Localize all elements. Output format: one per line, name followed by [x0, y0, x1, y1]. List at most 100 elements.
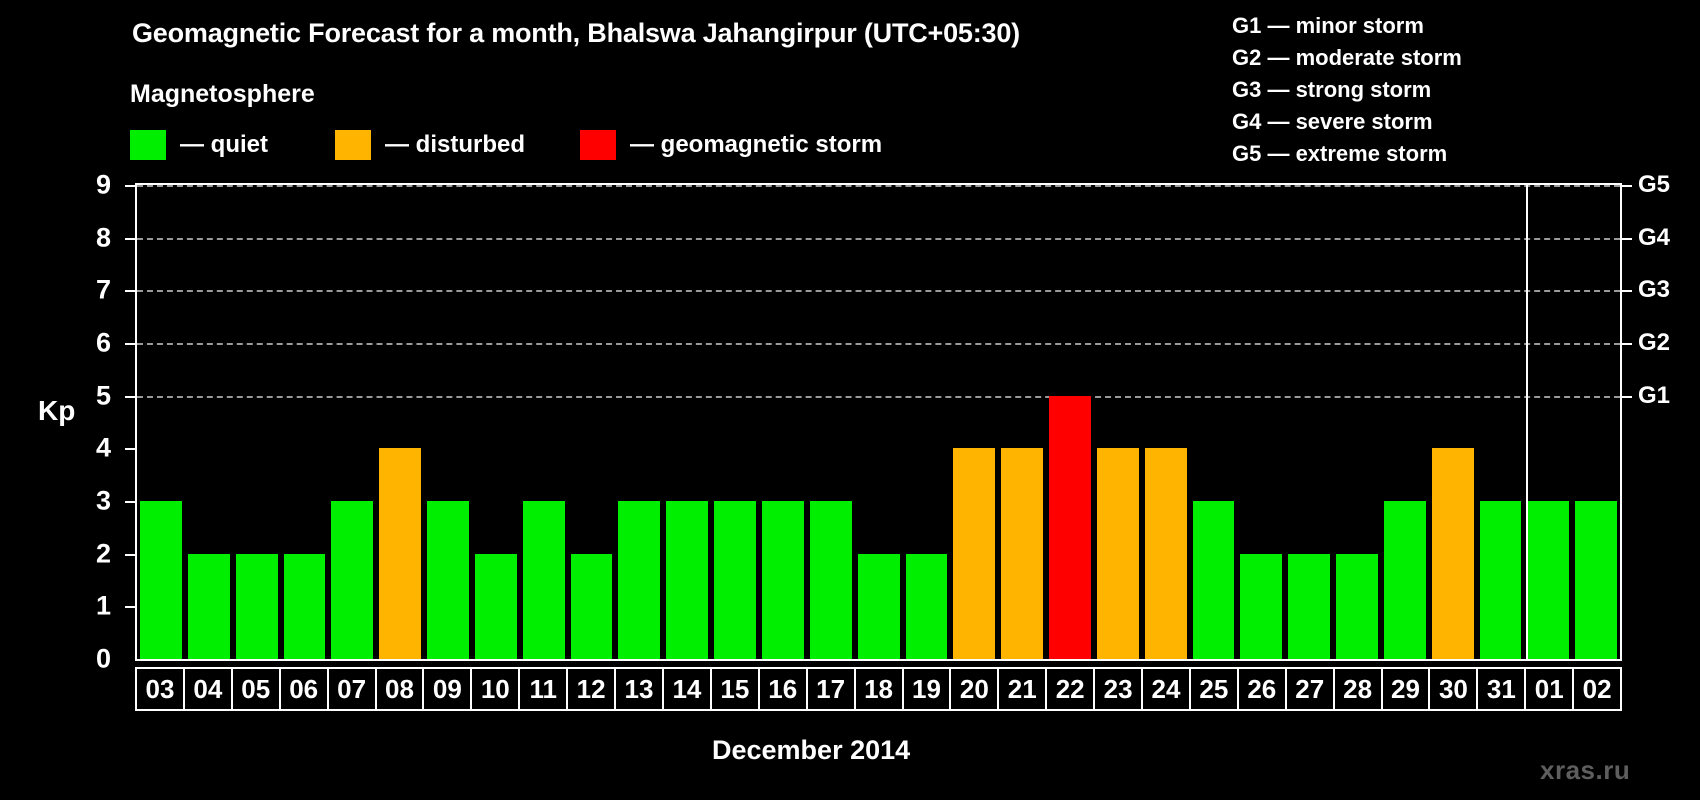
y-tick-label-5: 5 [95, 380, 111, 411]
bar-day-23 [1096, 448, 1139, 659]
y-tick-label-3: 3 [95, 485, 111, 516]
day-label-29: 29 [1383, 669, 1431, 709]
day-label-11: 11 [520, 669, 569, 709]
gridline-kp-9 [137, 185, 1620, 187]
day-label-30: 30 [1430, 669, 1479, 709]
bar-slot [1429, 185, 1477, 659]
bar-day-09 [427, 501, 469, 659]
y-tick-mark-1 [125, 606, 135, 609]
bar-day-19 [905, 553, 948, 659]
bar-slot [185, 185, 233, 659]
bar-slot [568, 185, 616, 659]
day-label-15: 15 [712, 669, 760, 709]
day-label-16: 16 [760, 669, 808, 709]
day-label-31: 31 [1478, 669, 1527, 709]
legend-swatch-disturbed-icon [335, 130, 371, 160]
legend-label-disturbed: — disturbed [385, 131, 526, 158]
bar-day-14 [666, 501, 709, 659]
y-tick-label-1: 1 [95, 590, 111, 621]
bar-day-21 [1001, 448, 1044, 659]
day-label-06: 06 [281, 669, 329, 709]
bar-slot [615, 185, 663, 659]
g-tick-label-g2: G2 [1638, 329, 1671, 356]
day-label-04: 04 [185, 669, 233, 709]
bar-slot [1237, 185, 1285, 659]
y-tick-label-0: 0 [95, 643, 111, 674]
storm-scale-row-g3: G3 — strong storm [1232, 77, 1432, 102]
g-tick-label-g5: G5 [1638, 171, 1671, 198]
y-tick-label-9: 9 [95, 169, 111, 200]
g-tick-mark-g2 [1622, 343, 1632, 345]
bar-day-06 [283, 553, 326, 659]
y-tick-label-8: 8 [95, 222, 111, 253]
y-tick-label-7: 7 [95, 274, 111, 305]
bar-day-08 [379, 448, 422, 659]
day-label-12: 12 [568, 669, 617, 709]
day-label-09: 09 [424, 669, 473, 709]
bar-day-07 [331, 501, 374, 659]
y-tick-mark-7 [125, 290, 135, 293]
y-tick-mark-8 [125, 237, 135, 240]
bar-day-12 [570, 553, 613, 659]
bar-slot [1333, 185, 1381, 659]
gridline-kp-5 [137, 395, 1620, 398]
bar-day-28 [1336, 553, 1378, 659]
bar-day-01 [1527, 501, 1570, 659]
storm-scale-row-g4: G4 — severe storm [1232, 109, 1433, 134]
day-label-17: 17 [808, 669, 856, 709]
bar-day-15 [714, 501, 756, 659]
bar-day-22 [1049, 395, 1091, 659]
bar-day-31 [1479, 501, 1522, 659]
day-label-18: 18 [856, 669, 904, 709]
y-tick-mark-2 [125, 553, 135, 556]
day-label-01: 01 [1526, 669, 1575, 709]
legend-swatch-storm-icon [580, 130, 616, 160]
bar-day-27 [1288, 553, 1331, 659]
day-label-07: 07 [329, 669, 377, 709]
day-label-08: 08 [377, 669, 425, 709]
bar-slot [1094, 185, 1142, 659]
bar-day-13 [618, 501, 661, 659]
day-label-02: 02 [1582, 673, 1612, 704]
bar-slot [1190, 185, 1238, 659]
day-label-24: 24 [1143, 669, 1191, 709]
day-label-26: 26 [1239, 669, 1287, 709]
day-label-03: 03 [137, 669, 185, 709]
y-tick-mark-9 [125, 185, 135, 187]
gridline-kp-6 [137, 343, 1620, 345]
page-title: Geomagnetic Forecast for a month, Bhalsw… [132, 18, 1020, 48]
bar-slot [1524, 185, 1572, 659]
storm-scale-row-g2: G2 — moderate storm [1232, 45, 1462, 70]
y-tick-label-4: 4 [95, 432, 111, 463]
g-tick-label-g3: G3 [1638, 276, 1671, 304]
bar-day-17 [809, 501, 852, 659]
bar-slot [711, 185, 759, 659]
bar-day-25 [1192, 501, 1235, 659]
bar-slot [520, 185, 568, 659]
x-axis-title: December 2014 [712, 735, 911, 765]
bar-slot [1572, 185, 1620, 659]
day-label-20: 20 [951, 669, 1000, 709]
bar-slot [233, 185, 281, 659]
bar-day-11 [522, 501, 565, 659]
bar-day-03 [140, 501, 182, 659]
month-divider [1526, 185, 1529, 659]
bar-slot [137, 185, 185, 659]
bar-day-04 [187, 553, 230, 659]
bar-slot [903, 185, 951, 659]
legend-item-disturbed: — disturbed [335, 128, 525, 162]
bar-day-29 [1383, 501, 1426, 659]
day-label-05: 05 [233, 669, 281, 709]
gridline-kp-8 [137, 237, 1620, 240]
bar-day-26 [1240, 553, 1283, 659]
g-tick-mark-g3 [1622, 290, 1632, 293]
plot-area [135, 183, 1622, 661]
day-label-13: 13 [616, 669, 664, 709]
legend-item-quiet: — quiet [130, 128, 268, 162]
day-label-21: 21 [999, 669, 1048, 709]
day-label-25: 25 [1191, 669, 1239, 709]
bar-slot [855, 185, 903, 659]
bar-slot [472, 185, 520, 659]
bar-day-02 [1575, 501, 1618, 659]
